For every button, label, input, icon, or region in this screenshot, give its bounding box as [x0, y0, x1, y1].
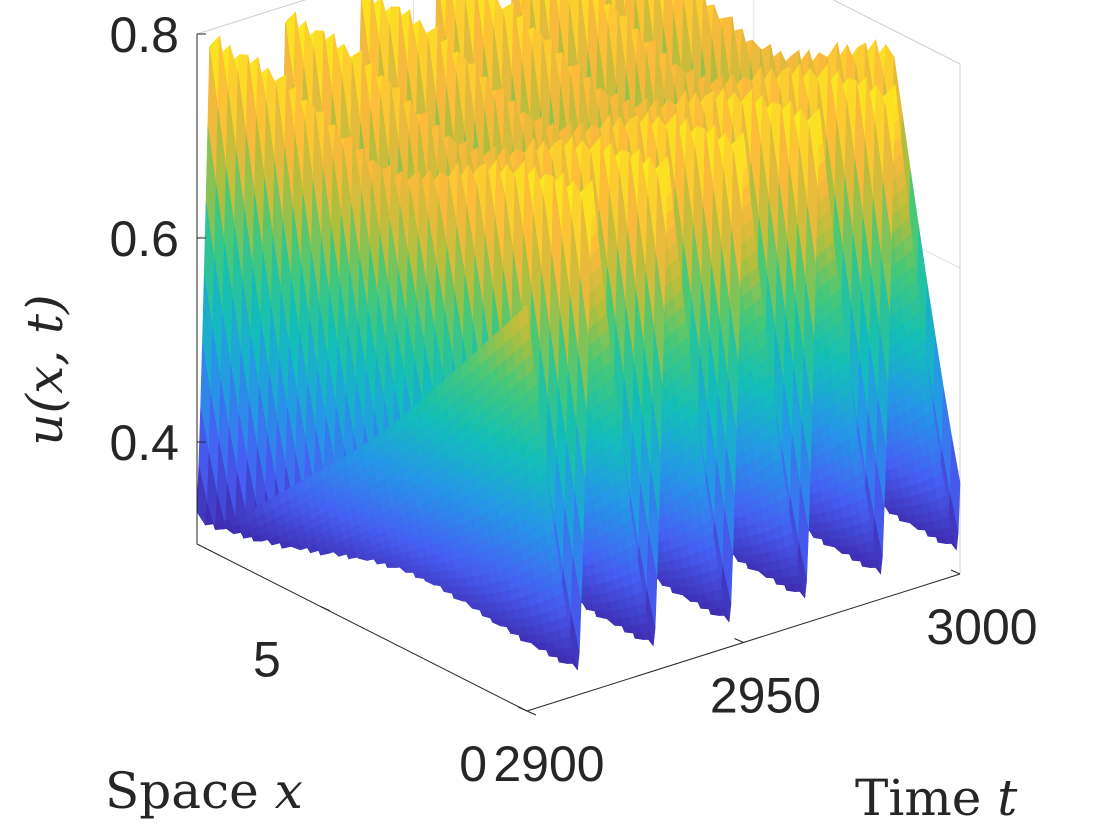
surface	[196, 0, 961, 671]
box-edge	[832, 0, 961, 65]
box-edge	[196, 0, 307, 35]
